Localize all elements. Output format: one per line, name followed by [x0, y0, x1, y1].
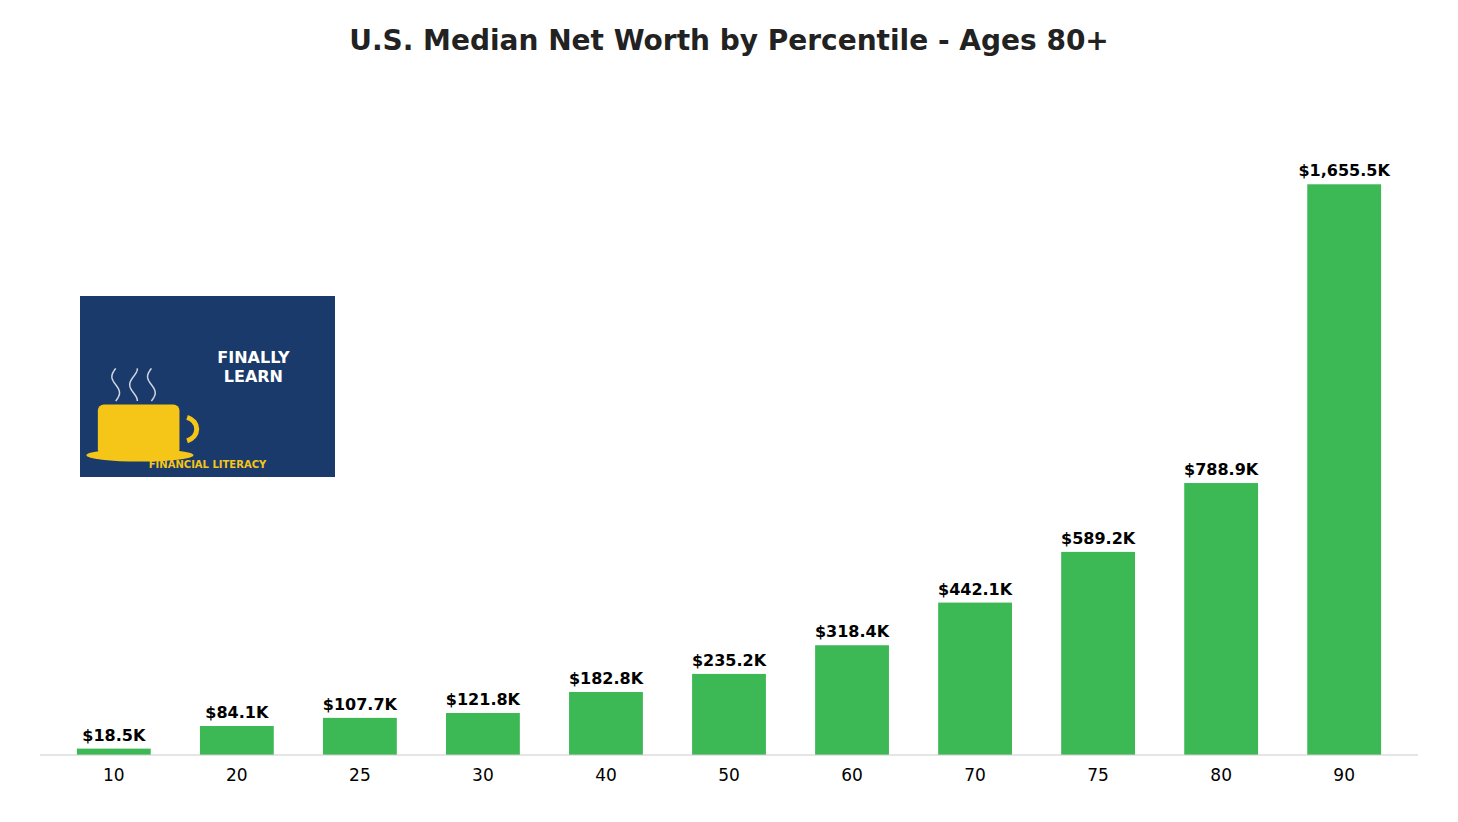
logo-cup [98, 405, 180, 456]
x-tick-label: 80 [1210, 765, 1232, 785]
logo: FINALLYLEARN FINANCIAL LITERACY [80, 296, 335, 477]
x-tick-label: 90 [1333, 765, 1355, 785]
bar [1184, 483, 1258, 755]
x-axis: 10 20 25 30 40 50 60 70 75 80 90 [40, 755, 1418, 785]
logo-title-line: LEARN [224, 367, 283, 386]
chart-title: U.S. Median Net Worth by Percentile - Ag… [349, 24, 1109, 57]
logo-background [80, 296, 335, 477]
x-tick-label: 20 [226, 765, 248, 785]
logo-subtitle: FINANCIAL LITERACY [149, 459, 267, 470]
logo-steam [130, 368, 138, 401]
logo-steam [112, 368, 120, 401]
data-label: $84.1K [205, 703, 269, 722]
bar [77, 749, 151, 755]
logo-handle [187, 417, 197, 441]
x-tick-label: 75 [1087, 765, 1109, 785]
bar [1061, 552, 1135, 755]
bar [446, 713, 520, 755]
bars [77, 184, 1381, 755]
x-tick-label: 30 [472, 765, 494, 785]
x-tick-label: 70 [964, 765, 986, 785]
x-tick-label: 60 [841, 765, 863, 785]
chart-svg: U.S. Median Net Worth by Percentile - Ag… [0, 0, 1458, 822]
x-tick-label: 40 [595, 765, 617, 785]
x-tick-label: 50 [718, 765, 740, 785]
bar [200, 726, 274, 755]
logo-steam [148, 368, 156, 401]
bar [569, 692, 643, 755]
bar [323, 718, 397, 755]
data-label: $1,655.5K [1298, 161, 1390, 180]
data-label: $121.8K [446, 690, 521, 709]
bar [692, 674, 766, 755]
data-label: $442.1K [938, 580, 1013, 599]
data-label: $182.8K [569, 669, 644, 688]
data-label: $589.2K [1061, 529, 1136, 548]
bar [1307, 184, 1381, 755]
bar [938, 603, 1012, 755]
logo-title: FINALLYLEARN [217, 348, 290, 386]
x-tick-label: 25 [349, 765, 371, 785]
data-label: $107.7K [323, 695, 398, 714]
logo-title-line: FINALLY [217, 348, 290, 367]
x-tick-label: 10 [103, 765, 125, 785]
chart-container: U.S. Median Net Worth by Percentile - Ag… [0, 0, 1458, 822]
data-label: $318.4K [815, 622, 890, 641]
data-label: $788.9K [1184, 460, 1259, 479]
bar [815, 645, 889, 755]
x-axis-line [40, 754, 1418, 755]
data-label: $235.2K [692, 651, 767, 670]
data-label: $18.5K [82, 726, 146, 745]
